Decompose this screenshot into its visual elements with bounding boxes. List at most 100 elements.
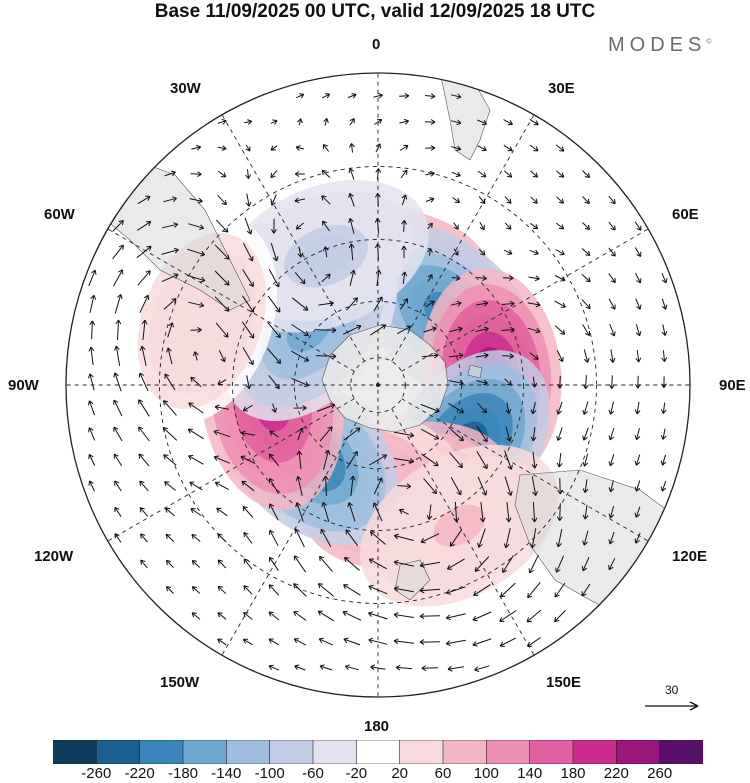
wind-vector [269, 529, 279, 547]
colorbar-tick-label: 60 [434, 765, 452, 782]
wind-vector [634, 401, 641, 415]
wind-vector [375, 168, 382, 180]
wind-vector [139, 345, 147, 366]
wind-vector [427, 248, 433, 256]
wind-vector [556, 170, 565, 178]
wind-vector [188, 455, 204, 465]
wind-vector [608, 221, 616, 231]
wind-vector [555, 222, 565, 230]
wind-vector [420, 428, 440, 440]
wind-vector [245, 169, 252, 180]
wind-vector [270, 145, 278, 151]
latitude-circle [159, 166, 597, 604]
wind-vector [295, 502, 304, 522]
wind-vector [661, 376, 667, 388]
wind-vector [399, 118, 409, 125]
wind-vector [450, 300, 462, 307]
wind-vector [530, 170, 539, 178]
wind-vector [478, 196, 486, 204]
wind-vector [528, 554, 539, 574]
wind-vector [294, 197, 306, 204]
wind-vector [268, 638, 280, 646]
wind-vector [401, 245, 407, 259]
reference-vector-label: 30 [665, 683, 679, 697]
wind-vector [419, 561, 440, 568]
wind-vector [453, 248, 459, 256]
wind-vector [293, 638, 307, 646]
wind-vector [661, 272, 668, 284]
wind-vector [318, 637, 334, 646]
wind-vector [581, 299, 591, 310]
colorbar-tick-label: 180 [560, 765, 586, 782]
wind-vector [502, 353, 514, 360]
south-america [94, 159, 251, 311]
wind-vector [268, 374, 280, 390]
wind-vector [88, 373, 95, 391]
wind-vector [608, 298, 616, 310]
colorbar-bin [96, 740, 141, 764]
colorbar-bin [572, 740, 617, 764]
wind-vector [161, 247, 179, 255]
wind-vector [554, 275, 566, 282]
wind-vector [322, 475, 329, 497]
wind-vector [166, 347, 173, 365]
wind-vector [531, 501, 538, 523]
wind-vector [528, 275, 540, 282]
wind-vector [368, 637, 388, 645]
colorbar-tick-label: -140 [211, 765, 242, 782]
wind-vector [393, 559, 414, 567]
wind-vector [425, 197, 435, 203]
wind-vector [448, 379, 464, 386]
wind-vector [448, 426, 464, 442]
wind-vector [136, 221, 152, 231]
wind-vector [421, 453, 439, 467]
wind-vector [424, 119, 436, 125]
wind-vector [396, 325, 412, 335]
wind-vector [270, 218, 277, 234]
wind-vector [191, 144, 202, 151]
reference-vector-arrow [645, 701, 699, 711]
wind-vector [608, 427, 615, 441]
wind-vector [399, 144, 409, 151]
wind-vector [450, 93, 462, 100]
wind-vector [348, 168, 355, 180]
wind-vector [348, 193, 355, 207]
wind-vector [114, 506, 122, 517]
wind-vector [88, 346, 95, 365]
wind-vector [608, 531, 615, 545]
wind-vector [319, 664, 333, 671]
kerguelen [467, 364, 483, 379]
modes-logo: MODES© [608, 34, 712, 56]
wind-vector [472, 638, 492, 647]
wind-vector [245, 375, 252, 390]
wind-vector [296, 93, 305, 99]
wind-vector [556, 375, 563, 389]
wind-vector [187, 428, 205, 440]
wind-vector [243, 585, 253, 595]
wind-vector [269, 430, 279, 438]
wind-vector [477, 476, 488, 496]
colorbar-bin [356, 740, 401, 764]
wind-vector [451, 275, 461, 281]
wind-vector [426, 504, 433, 520]
wind-vector [556, 452, 563, 468]
wind-vector [322, 93, 331, 99]
wind-vector [530, 402, 537, 415]
wind-vector [393, 638, 414, 645]
lon-label-0: 0 [372, 36, 381, 53]
wind-vector [449, 529, 463, 547]
wind-vector [217, 585, 227, 595]
colorbar-bin [399, 740, 444, 764]
wind-vector [554, 300, 566, 308]
wind-vector [504, 476, 513, 496]
wind-vector [89, 320, 96, 340]
wind-vector [374, 119, 383, 125]
lon-label-150w: 150W [160, 674, 200, 691]
wind-vector [504, 222, 512, 230]
wind-vector [609, 323, 616, 337]
wind-vector [634, 428, 641, 441]
wind-vector [215, 322, 229, 338]
wind-vector [427, 222, 433, 230]
wind-vector [268, 477, 279, 494]
colorbar-tick-label: -220 [124, 765, 155, 782]
